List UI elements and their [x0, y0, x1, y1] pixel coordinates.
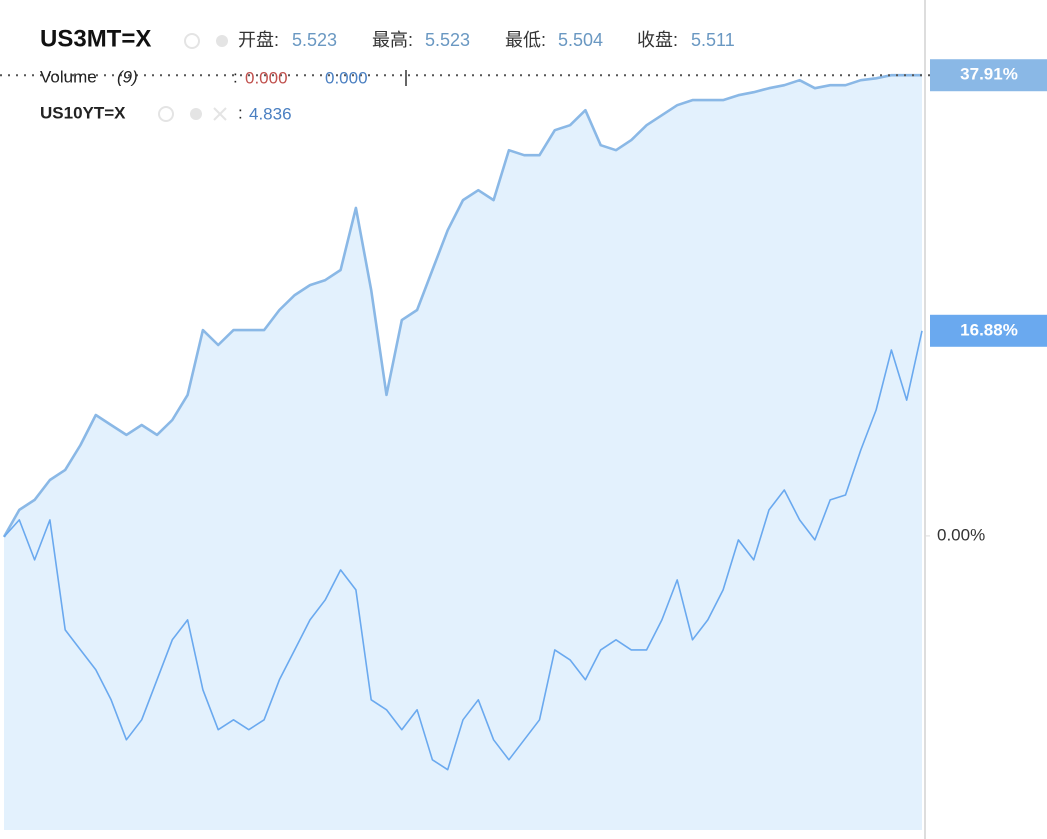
ohlc-label: 最高:: [372, 30, 413, 50]
last-value-label: 16.88%: [960, 320, 1018, 339]
gear-icon[interactable]: [216, 35, 228, 47]
ohlc-value: 5.511: [691, 30, 735, 50]
eye-icon[interactable]: [184, 33, 200, 49]
line: [2, 73, 922, 538]
ohlc-label: 开盘:: [238, 30, 279, 50]
volume-param: (9): [117, 67, 138, 86]
area: [4, 75, 922, 830]
volume-colon: :: [233, 67, 238, 86]
last-value-tag: [930, 314, 1047, 347]
ohlc-label: 收盘:: [637, 30, 678, 50]
eye-icon[interactable]: [158, 106, 174, 122]
compare-colon: :: [238, 103, 243, 122]
volume-label: Volume: [40, 67, 97, 86]
last-value-tag: [930, 59, 1047, 92]
compare-label: US10YT=X: [40, 103, 126, 122]
header: US3MT=X 开盘: 5.523 最高: 5.523 最低: 5.504 收盘: 5.511…: [40, 25, 735, 123]
y-tick-label: 0.00%: [937, 525, 985, 544]
ohlc-value: 5.504: [558, 30, 603, 50]
volume-value: 0.000: [245, 68, 288, 87]
plot: [2, 73, 923, 830]
ohlc-label: 最低:: [505, 30, 546, 50]
gear-icon[interactable]: [190, 108, 202, 120]
volume-value: 0.000: [325, 68, 368, 87]
close-icon[interactable]: [213, 107, 227, 121]
ohlc-value: 5.523: [292, 30, 337, 50]
last-value-label: 37.91%: [960, 65, 1018, 84]
compare-value: 4.836: [249, 104, 292, 123]
line: [3, 330, 923, 771]
symbol-title: US3MT=X: [40, 25, 151, 52]
ohlc-value: 5.523: [425, 30, 470, 50]
